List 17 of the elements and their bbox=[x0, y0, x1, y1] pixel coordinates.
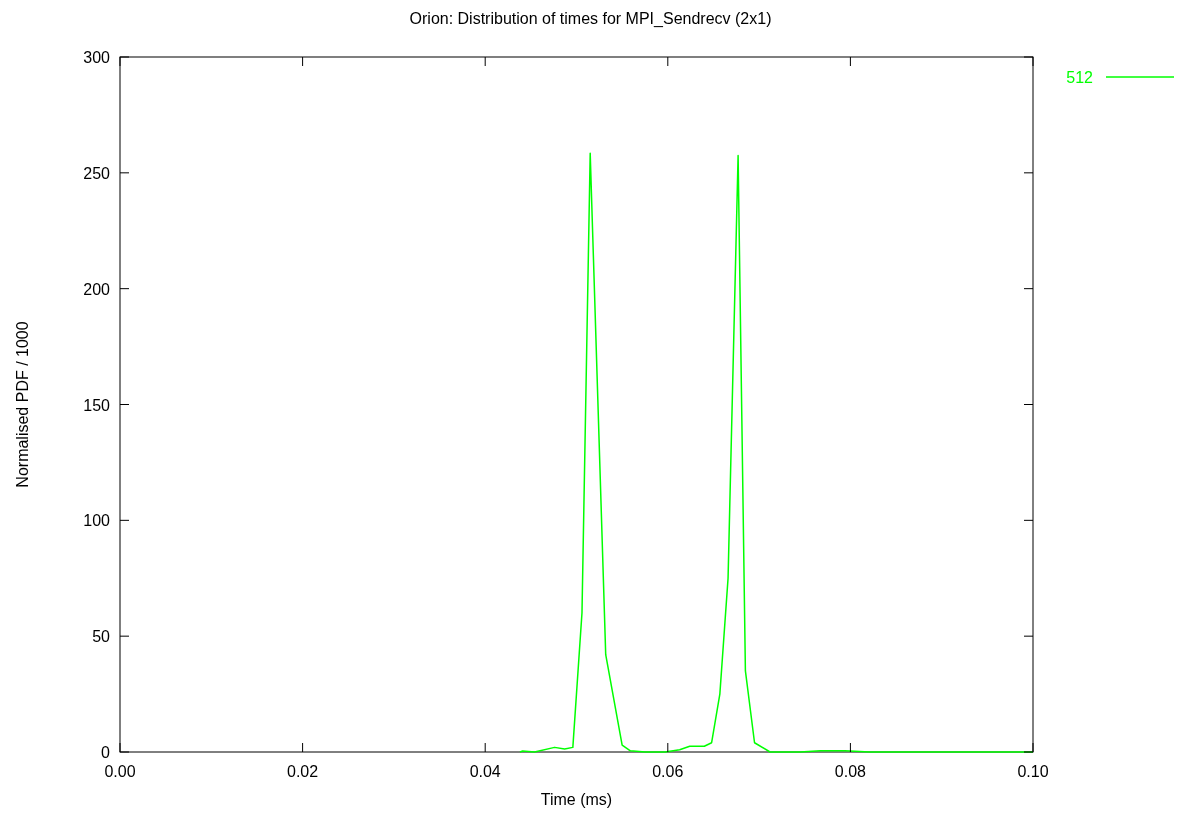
x-axis-title: Time (ms) bbox=[540, 791, 613, 808]
y-tick-label: 100 bbox=[83, 512, 111, 530]
x-tick-label: 0.10 bbox=[1017, 763, 1049, 780]
x-tick-label: 0.04 bbox=[469, 763, 501, 780]
y-tick-label: 200 bbox=[83, 280, 111, 298]
y-tick-label: 300 bbox=[83, 49, 111, 66]
y-axis-title: Normalised PDF / 1000 bbox=[14, 321, 31, 488]
x-tick-label: 0.02 bbox=[287, 763, 319, 780]
x-tick-label: 0.08 bbox=[834, 763, 867, 780]
legend-label: 512 bbox=[1066, 69, 1094, 86]
chart-title: Orion: Distribution of times for MPI_Sendrecv (2x1) bbox=[409, 10, 772, 28]
x-tick-label: 0.06 bbox=[652, 763, 684, 780]
y-tick-label: 250 bbox=[83, 164, 111, 182]
y-tick-label: 0 bbox=[101, 744, 111, 761]
y-tick-label: 150 bbox=[83, 396, 111, 414]
x-tick-label: 0.00 bbox=[104, 763, 136, 780]
y-tick-label: 50 bbox=[92, 628, 111, 646]
